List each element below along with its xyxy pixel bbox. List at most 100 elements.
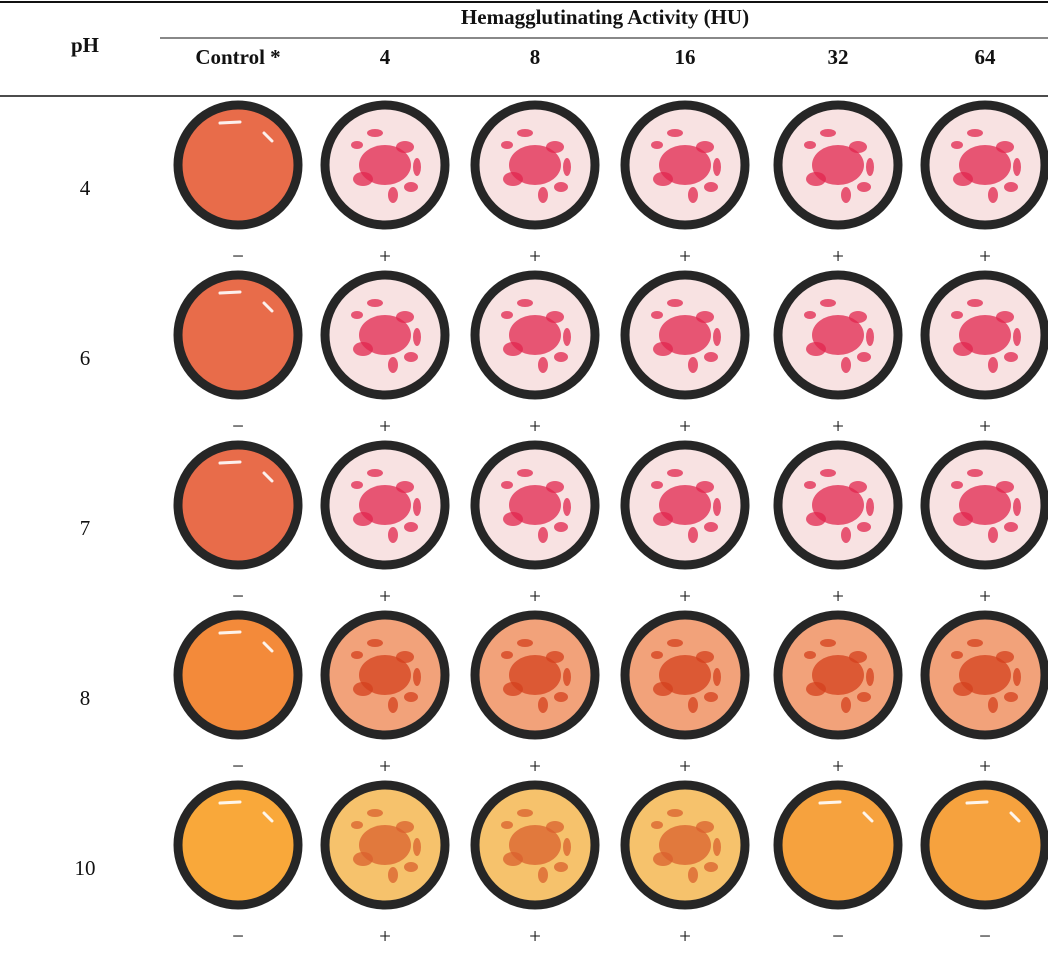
agglutinate [388, 357, 398, 373]
agglutinate [988, 357, 998, 373]
well-image [625, 785, 745, 905]
agglutinate [967, 129, 983, 137]
agglutinate [806, 342, 826, 356]
well-image [625, 105, 745, 225]
agglutinate [404, 522, 418, 532]
agglutinate [953, 342, 973, 356]
agglutinate [503, 342, 523, 356]
agglutinate [651, 821, 663, 829]
well-image [325, 275, 445, 395]
agglutinate [367, 129, 383, 137]
agglutinate [413, 328, 421, 346]
highlight [220, 292, 240, 293]
agglutinate [388, 527, 398, 543]
highlight [967, 802, 987, 803]
agglutinate [351, 481, 363, 489]
agglutinate [501, 141, 513, 149]
agglutinate [988, 187, 998, 203]
result: − [832, 924, 844, 948]
agglutinate [688, 357, 698, 373]
agglutinate [413, 158, 421, 176]
agglutinate [563, 838, 571, 856]
well-image [625, 445, 745, 565]
group-header: Hemagglutinating Activity (HU) [461, 5, 749, 29]
agglutinate [413, 668, 421, 686]
result: + [379, 584, 391, 608]
agglutinate [696, 141, 714, 153]
well-image [178, 615, 298, 735]
result: + [979, 584, 991, 608]
agglutinate [353, 172, 373, 186]
agglutinate [367, 639, 383, 647]
ph-label: 6 [80, 346, 91, 370]
agglutinate [967, 299, 983, 307]
well-image [475, 615, 595, 735]
well-image [925, 275, 1045, 395]
agglutinate [538, 527, 548, 543]
agglutinate [667, 129, 683, 137]
agglutinate [351, 651, 363, 659]
column-header: 64 [975, 45, 997, 69]
agglutinate [996, 481, 1014, 493]
result: + [529, 244, 541, 268]
agglutinate [653, 172, 673, 186]
agglutinate [546, 821, 564, 833]
well-image [178, 275, 298, 395]
result: − [232, 584, 244, 608]
agglutinate [951, 311, 963, 319]
agglutinate [538, 867, 548, 883]
agglutinate [1004, 692, 1018, 702]
agglutinate [501, 651, 513, 659]
agglutinate [806, 682, 826, 696]
result: + [529, 414, 541, 438]
column-header: 16 [675, 45, 696, 69]
agglutinate [651, 311, 663, 319]
agglutinate [503, 682, 523, 696]
agglutinate [713, 668, 721, 686]
well-image [625, 615, 745, 735]
agglutinate [806, 172, 826, 186]
agglutinate [396, 651, 414, 663]
result: + [832, 754, 844, 778]
agglutinate [353, 682, 373, 696]
well-image [925, 105, 1045, 225]
agglutinate [501, 821, 513, 829]
agglutinate [501, 311, 513, 319]
column-header: 4 [380, 45, 391, 69]
agglutinate [806, 512, 826, 526]
agglutinate [353, 852, 373, 866]
well-image [475, 275, 595, 395]
result: + [379, 414, 391, 438]
agglutinate [820, 469, 836, 477]
table-body: 4−+++++6−+++++7−+++++8−+++++10−+++−− [75, 105, 1046, 948]
column-header: Control * [195, 45, 280, 69]
result: + [979, 414, 991, 438]
agglutinate [651, 481, 663, 489]
agglutinate [1004, 352, 1018, 362]
agglutinate [804, 141, 816, 149]
agglutinate [413, 838, 421, 856]
agglutinate [396, 311, 414, 323]
agglutinate [388, 867, 398, 883]
agglutinate [1013, 158, 1021, 176]
agglutinate [804, 481, 816, 489]
table: pH Hemagglutinating Activity (HU) 4−++++… [0, 0, 1048, 955]
column-header: 8 [530, 45, 541, 69]
result: + [679, 754, 691, 778]
well-image [178, 105, 298, 225]
well-image [325, 445, 445, 565]
agglutinate [849, 481, 867, 493]
agglutinate [696, 821, 714, 833]
agglutinate [653, 342, 673, 356]
agglutinate [953, 682, 973, 696]
agglutinate [653, 682, 673, 696]
agglutinate [688, 867, 698, 883]
agglutinate [967, 469, 983, 477]
agglutinate [396, 481, 414, 493]
result: + [379, 754, 391, 778]
agglutinate [804, 311, 816, 319]
agglutinate [849, 311, 867, 323]
agglutinate [546, 311, 564, 323]
agglutinate [404, 862, 418, 872]
well-image [625, 275, 745, 395]
